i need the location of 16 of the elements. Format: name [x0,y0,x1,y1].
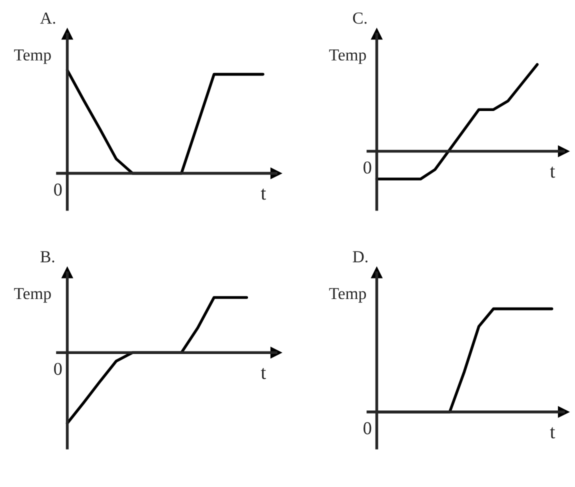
text: 0 [364,422,372,434]
annotation: 0 [54,362,62,376]
chart-title: A. [40,12,56,24]
annotation: 0 [364,161,372,174]
chart-title: B. [40,251,54,262]
y-axis-title: Temp [14,49,51,64]
x-axis-title: t [260,368,266,380]
x-axis-title: t [550,166,556,178]
x-axis-title: t [550,427,556,438]
y-axis-title: Temp [329,49,366,64]
chart-title: D. [352,251,368,262]
chart-title: C. [353,12,367,24]
y-axis-title: Temp [329,288,366,303]
text: 0 [54,184,62,196]
y-axis-title: Temp [14,288,51,303]
x-axis-title: t [260,188,266,200]
